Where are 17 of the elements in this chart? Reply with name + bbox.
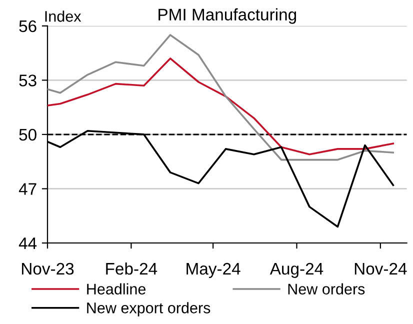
chart-title: PMI Manufacturing xyxy=(158,8,296,24)
line-series xyxy=(47,34,394,161)
y-tick-label: 44 xyxy=(18,238,37,250)
x-tick-label: Feb-24 xyxy=(106,262,158,275)
legend-label: Headline xyxy=(87,283,146,295)
x-tick-label: Nov-24 xyxy=(354,262,407,275)
line-series xyxy=(47,58,394,156)
y-tick-label: 53 xyxy=(19,74,36,86)
x-tick-label: Aug-24 xyxy=(270,262,324,278)
x-tick-label: Nov-23 xyxy=(22,262,74,275)
y-tick-label: 47 xyxy=(18,183,36,195)
legend-label: New export orders xyxy=(87,302,210,316)
y-axis-title: Index xyxy=(45,10,82,22)
y-tick-label: 50 xyxy=(19,128,36,141)
y-tick-label: 56 xyxy=(19,20,36,32)
x-tick-label: May-24 xyxy=(186,262,240,278)
legend-label: New orders xyxy=(288,283,365,295)
